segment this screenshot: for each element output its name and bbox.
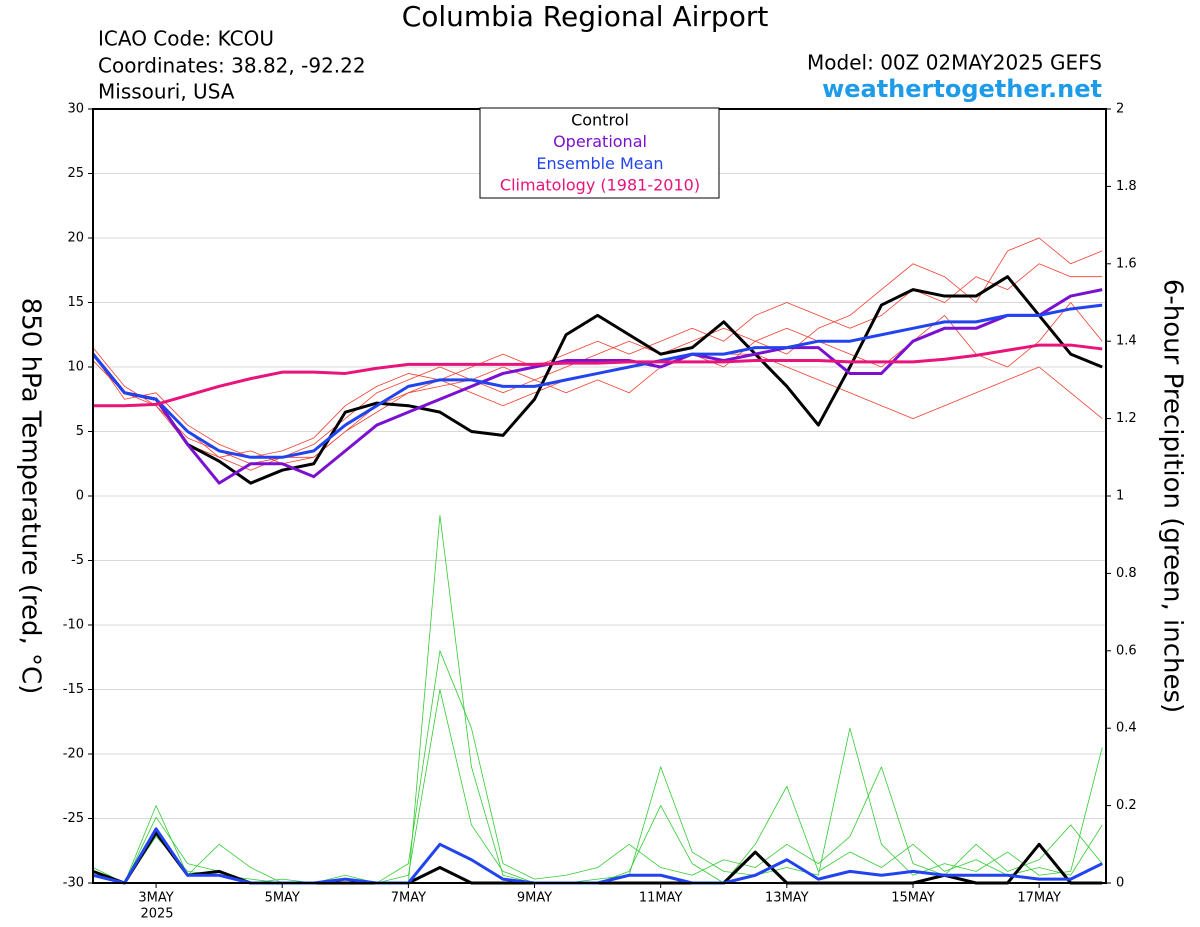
- y2-tick-label: 0.6: [1116, 643, 1137, 658]
- y-tick-label: 20: [67, 231, 84, 246]
- x-tick-label: 13MAY: [765, 891, 809, 906]
- legend-entry: Climatology (1981-2010): [500, 176, 700, 195]
- station-info: Coordinates: 38.82, -92.22: [98, 54, 366, 78]
- x-tick-label: 17MAY: [1017, 891, 1061, 906]
- y-tick-label: 30: [67, 102, 84, 117]
- x-axis-label: 2025: [140, 907, 173, 922]
- legend-entry: Control: [571, 111, 629, 130]
- y2-axis-label: 6-hour Precipition (green, inches): [1158, 279, 1188, 713]
- y-tick-label: -5: [71, 553, 84, 568]
- series-line: [91, 303, 1103, 459]
- legend-entry: Ensemble Mean: [536, 154, 663, 173]
- y2-tick-label: 1: [1116, 489, 1124, 504]
- station-info: ICAO Code: KCOU: [98, 27, 274, 51]
- member-line: [92, 263, 1103, 458]
- x-tick-label: 7MAY: [391, 891, 426, 906]
- legend: [479, 107, 720, 199]
- y-tick-label: -20: [63, 747, 84, 762]
- y-tick-label: 25: [67, 166, 84, 181]
- y2-tick-label: 0: [1116, 876, 1124, 891]
- y2-tick-label: 0.4: [1116, 721, 1137, 736]
- y2-tick-label: 1.8: [1116, 179, 1137, 194]
- y2-tick-label: 2: [1116, 102, 1124, 117]
- y-tick-label: -10: [63, 618, 84, 633]
- y-tick-label: -15: [63, 682, 84, 697]
- y2-tick-label: 0.8: [1116, 566, 1137, 581]
- x-tick-label: 3MAY: [138, 891, 173, 906]
- y-tick-label: -30: [63, 876, 84, 891]
- member-line: [92, 237, 1103, 465]
- x-tick-label: 11MAY: [639, 891, 683, 906]
- y-tick-label: 10: [67, 360, 84, 375]
- x-tick-label: 9MAY: [517, 891, 552, 906]
- series-line: [91, 288, 1103, 485]
- y-tick-label: 0: [76, 489, 84, 504]
- station-info: Missouri, USA: [98, 80, 235, 104]
- y2-tick-label: 0.2: [1116, 798, 1137, 813]
- y-tick-label: 5: [76, 424, 84, 439]
- series-line: [93, 343, 1103, 408]
- legend-entry: Operational: [553, 132, 647, 151]
- y-axis-label: 850 hPa Temperature (red, °C): [16, 298, 46, 695]
- y2-tick-label: 1.2: [1116, 411, 1137, 426]
- member-line: [92, 689, 1103, 884]
- chart-title: Columbia Regional Airport: [402, 0, 769, 33]
- source: weathertogether.net: [822, 75, 1102, 103]
- y2-tick-label: 1.6: [1116, 256, 1137, 271]
- y-tick-label: -25: [63, 811, 84, 826]
- x-tick-label: 15MAY: [891, 891, 935, 906]
- y2-tick-label: 1.4: [1116, 334, 1137, 349]
- model-info: Model: 00Z 02MAY2025 GEFS: [807, 51, 1102, 75]
- x-tick-label: 5MAY: [265, 891, 300, 906]
- y-tick-label: 15: [67, 295, 84, 310]
- series-line: [91, 275, 1103, 485]
